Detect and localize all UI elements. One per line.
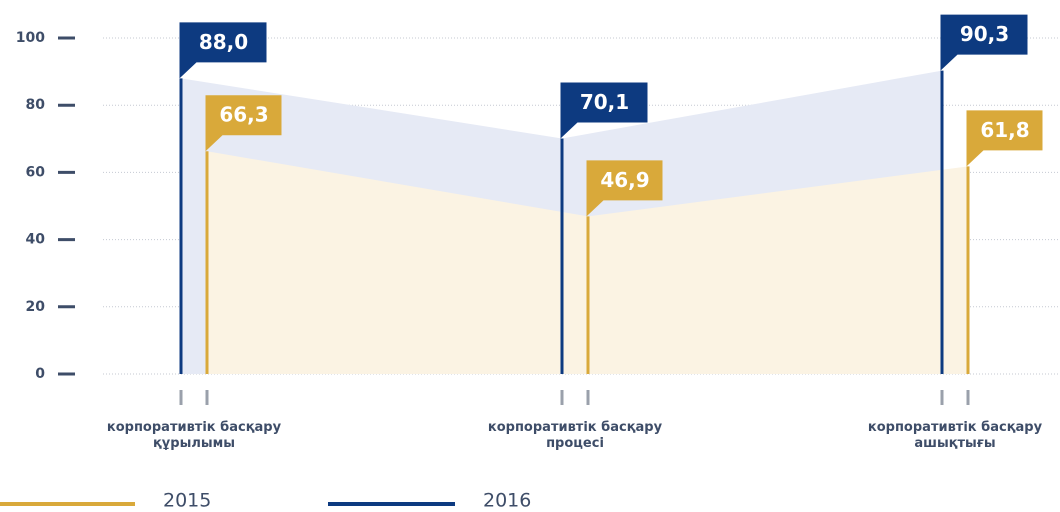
data-label: 88,0 [199, 30, 248, 54]
x-tick-label: корпоративтік басқару ашықтығы [867, 420, 1043, 451]
x-tick-label: корпоративтік басқару құрылымы [106, 420, 282, 451]
y-tick-label: 60 [26, 164, 46, 180]
x-tick-label: корпоративтік басқару процесі [487, 420, 663, 451]
label-box [966, 110, 1043, 167]
data-label: 66,3 [219, 103, 268, 127]
y-tick-label: 0 [35, 366, 45, 382]
data-label: 70,1 [580, 90, 629, 114]
legend-label: 2016 [483, 490, 531, 512]
y-tick-label: 20 [26, 299, 46, 315]
data-label: 46,9 [600, 168, 649, 192]
y-tick-label: 40 [26, 232, 46, 248]
label-box [560, 82, 648, 139]
label-box [179, 22, 267, 79]
y-tick-label: 80 [26, 97, 46, 113]
legend-label: 2015 [163, 490, 211, 512]
data-label: 90,3 [960, 22, 1009, 46]
label-box [940, 14, 1028, 71]
label-box [205, 95, 282, 152]
y-tick-label: 100 [16, 30, 45, 46]
label-box [586, 160, 663, 217]
data-label: 61,8 [980, 118, 1029, 142]
